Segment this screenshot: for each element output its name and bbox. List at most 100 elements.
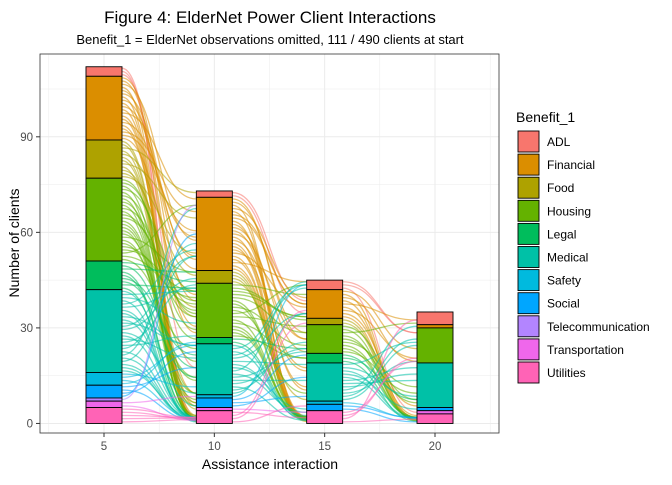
flow-line-financial [121, 80, 197, 327]
flow-line-medical [121, 296, 197, 324]
legend-key-adl [517, 130, 540, 153]
legend-label-transportation: Transportation [547, 343, 624, 357]
flow-line-medical [121, 335, 197, 347]
flow-line-social [342, 408, 418, 423]
flow-line-utilities [232, 322, 307, 420]
axis-layer: 0 30 60 90 5 10 15 20 [20, 132, 441, 453]
flow-line-medical [232, 367, 307, 410]
bar-segment-financial [85, 75, 123, 141]
legend-label-utilities: Utilities [547, 366, 586, 380]
flow-line-financial [342, 290, 418, 350]
chart-subtitle: Benefit_1 = ElderNet observations omitte… [76, 32, 464, 47]
flow-line-legal [232, 338, 307, 350]
flow-line-medical [121, 255, 197, 362]
legend-key-safety [517, 269, 540, 292]
flow-line-medical [232, 284, 307, 350]
flow-line-medical [232, 287, 307, 356]
flow-line-medical [232, 312, 307, 394]
flow-line-medical [121, 207, 197, 356]
flow-line-medical [121, 249, 197, 305]
flow-line-housing [342, 325, 418, 401]
legend-label-housing: Housing [547, 204, 591, 218]
legend-title: Benefit_1 [516, 109, 575, 125]
flow-line-housing [121, 182, 197, 315]
bar-segment-utilities [195, 410, 233, 424]
flow-line-social [232, 354, 307, 401]
flow-line-medical [232, 386, 307, 422]
flow-line-medical [121, 287, 197, 308]
flow-line-utilities [232, 405, 307, 423]
legend-key-food [517, 176, 540, 199]
bar-segment-medical [195, 343, 233, 396]
flow-line-safety [232, 284, 307, 398]
flow-line-housing [121, 179, 197, 331]
flow-line-utilities [232, 411, 307, 419]
x-tick-label: 10 [208, 441, 221, 453]
bar-segment-legal [306, 352, 344, 364]
flow-line-social [121, 233, 197, 398]
legend-key-utilities [517, 361, 540, 384]
flow-line-medical [342, 367, 418, 398]
y-tick-label: 60 [20, 227, 33, 239]
flow-line-medical [232, 347, 307, 385]
flow-line-adl [342, 281, 418, 334]
legend: Benefit_1 ADL Financial Food Housing Legal Me… [516, 109, 650, 384]
bar-segment-utilities [85, 407, 123, 424]
flow-line-housing [342, 341, 418, 388]
flow-line-medical [342, 373, 418, 388]
flow-line-medical [232, 351, 307, 420]
flow-line-social [232, 395, 307, 404]
flow-line-financial [342, 296, 418, 362]
flow-line-utilities [342, 418, 418, 423]
legend-key-telecommunication [517, 315, 540, 338]
flow-line-medical [232, 281, 307, 372]
bar-segment-food [195, 270, 233, 284]
bar-segment-legal [195, 337, 233, 345]
flow-line-medical [121, 290, 197, 407]
flow-line-medical [121, 242, 197, 350]
y-tick-label: 90 [20, 132, 33, 144]
bar-segment-adl [195, 190, 233, 198]
legend-label-legal: Legal [547, 227, 576, 241]
y-tick-label: 0 [27, 418, 33, 430]
y-axis-title: Number of clients [6, 189, 22, 298]
bar-segment-utilities [416, 413, 454, 424]
bar-segment-transportation [195, 407, 233, 412]
flow-line-utilities [121, 418, 197, 423]
bar-layer [85, 66, 454, 424]
flow-line-housing [232, 296, 307, 334]
flow-line-medical [232, 312, 307, 359]
bar-segment-financial [195, 196, 233, 272]
flow-line-legal [121, 261, 197, 283]
flow-line-medical [232, 363, 307, 417]
flow-layer [121, 67, 418, 423]
bar-segment-financial [416, 324, 454, 329]
flow-line-medical [121, 316, 197, 347]
flow-line-social [342, 405, 418, 419]
flow-line-medical [121, 309, 197, 419]
bar-segment-housing [306, 324, 344, 354]
flow-line-telecommunication [121, 204, 197, 401]
flow-line-safety [121, 373, 197, 388]
bar-segment-financial [306, 289, 344, 319]
flow-line-financial [121, 77, 197, 302]
legend-key-legal [517, 222, 540, 245]
flow-line-safety [121, 344, 197, 378]
bar-segment-adl [85, 66, 123, 77]
bar-segment-safety [85, 372, 123, 386]
legend-items: ADL Financial Food Housing Legal Medical Safet… [517, 130, 650, 384]
x-axis-title: Assistance interaction [202, 456, 338, 472]
flow-line-legal [121, 281, 197, 378]
flow-line-housing [121, 230, 197, 417]
bar-segment-medical [416, 362, 454, 408]
legend-label-financial: Financial [547, 158, 595, 172]
legend-key-financial [517, 153, 540, 176]
flow-line-housing [232, 287, 307, 321]
bar-segment-safety [195, 394, 233, 399]
bar-segment-medical [306, 362, 344, 402]
bar-segment-housing [195, 282, 233, 338]
flow-line-adl [232, 191, 307, 302]
bar-segment-legal [85, 260, 123, 291]
bar-segment-housing [85, 177, 123, 262]
